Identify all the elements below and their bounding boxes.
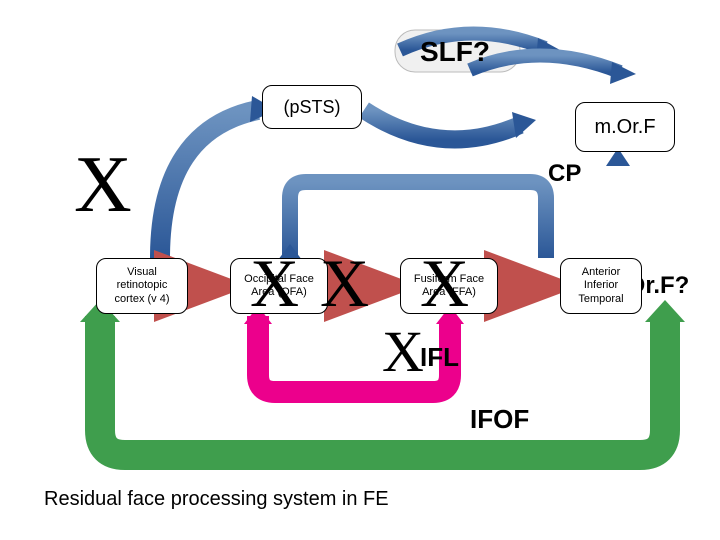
x-mark-2: X bbox=[250, 244, 299, 323]
ifof-label: IFOF bbox=[470, 404, 529, 435]
x-mark-3: X bbox=[320, 244, 369, 323]
diagram-canvas: { "labels": { "slf": "SLF?", "psts": "(p… bbox=[0, 0, 720, 540]
cp-label: CP bbox=[548, 160, 581, 188]
psts-text: (pSTS) bbox=[283, 97, 340, 118]
psts-box: (pSTS) bbox=[262, 85, 362, 129]
slf-label: SLF? bbox=[420, 36, 490, 68]
ifl-label: IFL bbox=[420, 342, 459, 373]
morf-text: m.Or.F bbox=[594, 116, 655, 139]
caption-text: Residual face processing system in FE bbox=[44, 488, 389, 511]
x-mark-1: X bbox=[74, 140, 132, 231]
morf-box: m.Or.F bbox=[575, 102, 675, 152]
x-mark-5: X bbox=[382, 318, 424, 385]
x-mark-4: X bbox=[420, 244, 469, 323]
node-ait: Anterior Inferior Temporal bbox=[560, 258, 642, 314]
node-v4: Visual retinotopic cortex (v 4) bbox=[96, 258, 188, 314]
